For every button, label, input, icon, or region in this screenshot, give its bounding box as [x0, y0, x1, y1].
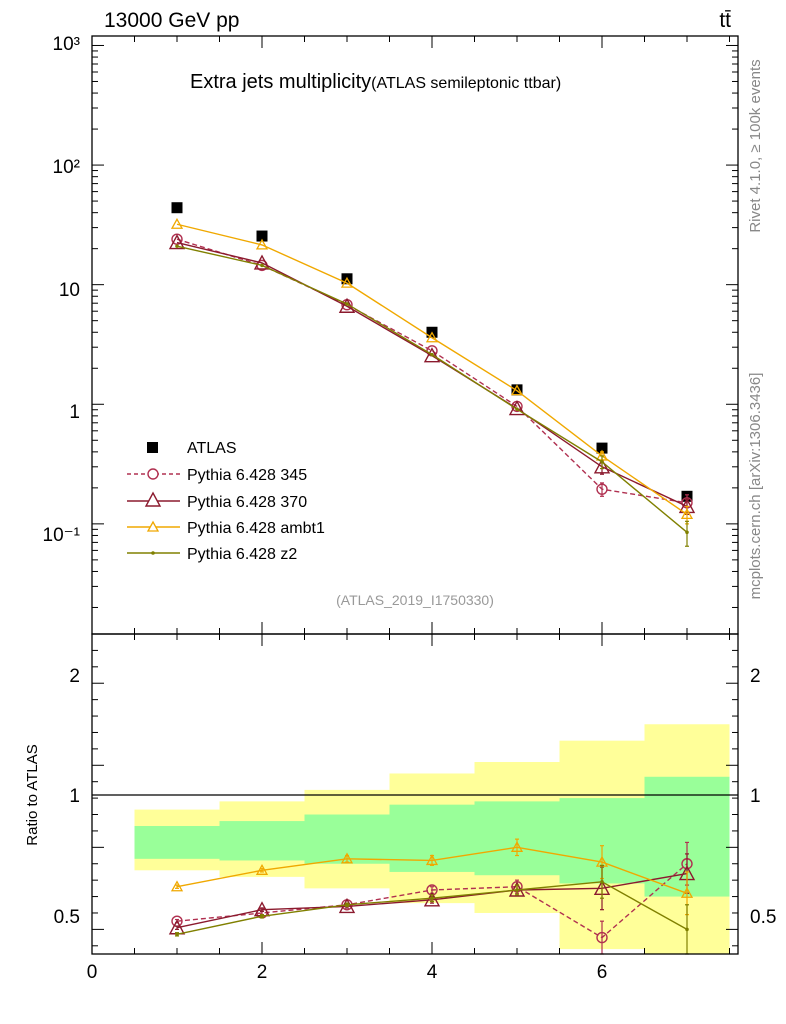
main-series-group [168, 202, 696, 547]
ratio-frame [91, 633, 739, 955]
main-point-pythia-6-428-ambt1 [255, 238, 269, 250]
main-ytick-label: 1 [69, 402, 80, 423]
ratio-point-pythia-6-428-z2 [685, 927, 689, 932]
main-point-pythia-6-428-370 [508, 400, 526, 416]
ratio-point-pythia-6-428-z2 [175, 932, 179, 937]
main-point-atlas [256, 230, 268, 242]
main-point-pythia-6-428-ambt1 [510, 384, 524, 396]
ratio-point-pythia-6-428-z2 [345, 902, 349, 907]
legend-label: Pythia 6.428 z2 [187, 546, 297, 563]
main-ytick-label: 10⁻¹ [43, 525, 81, 546]
rivet-version-label: Rivet 4.1.0, ≥ 100k events [747, 59, 764, 232]
ratio-band-inner [219, 821, 305, 861]
ratio-xtick-label: 4 [427, 962, 438, 983]
main-point-pythia-6-428-z2 [515, 407, 519, 411]
ratio-point-pythia-6-428-z2 [260, 914, 264, 919]
main-panel: Extra jets multiplicity(ATLAS semilepton… [43, 34, 739, 635]
ratio-ytick-label: 0.5 [54, 907, 80, 928]
ratio-point-pythia-6-428-z2 [515, 888, 519, 892]
legend-entry-z2: Pythia 6.428 z2 [127, 546, 297, 563]
main-axis-ticks [91, 36, 738, 634]
legend-entry-p370: Pythia 6.428 370 [127, 491, 307, 511]
legend-label: Pythia 6.428 345 [187, 467, 307, 484]
legend-entry-atlas: ATLAS [147, 440, 237, 457]
header-right: tt̄ [719, 9, 731, 32]
main-point-pythia-6-428-ambt1 [425, 331, 439, 343]
ratio-ytick-label-right: 1 [750, 786, 761, 807]
ratio-point-pythia-6-428-ambt1 [255, 863, 269, 875]
legend: ATLAS Pythia 6.428 345 Pythia 6.428 370 … [127, 440, 325, 563]
main-ytick-label: 10³ [53, 34, 80, 55]
legend-marker-ambt1 [146, 520, 160, 532]
legend-label: Pythia 6.428 ambt1 [187, 520, 325, 537]
ratio-ylabel: Ratio to ATLAS [24, 744, 41, 845]
legend-label: ATLAS [187, 440, 237, 457]
ratio-point-pythia-6-428-ambt1 [170, 880, 184, 892]
ratio-axis-ticks [91, 634, 738, 954]
main-title: Extra jets multiplicity(ATLAS semilepton… [190, 71, 561, 93]
legend-marker-atlas [147, 442, 158, 453]
ratio-ytick-label-right: 0.5 [750, 907, 776, 928]
legend-entry-ambt1: Pythia 6.428 ambt1 [127, 520, 325, 537]
main-point-pythia-6-428-z2 [430, 352, 434, 357]
legend-entry-p345: Pythia 6.428 345 [127, 467, 307, 484]
main-subtitle-text: (ATLAS semileptonic ttbar) [371, 75, 561, 92]
main-point-atlas [171, 202, 183, 214]
ratio-point-pythia-6-428-370 [423, 891, 441, 907]
ratio-point-pythia-6-428-ambt1 [680, 886, 694, 898]
main-point-pythia-6-428-370 [253, 254, 271, 270]
ratio-point-pythia-6-428-z2 [600, 879, 604, 884]
main-line-pythia-6-428-345 [176, 238, 688, 504]
ratio-ytick-label-right: 2 [750, 666, 761, 687]
main-ytick-label: 10² [53, 157, 80, 178]
legend-marker-p345 [147, 468, 159, 480]
legend-marker-z2 [151, 551, 155, 555]
ratio-series-pythia-6-428-ambt1 [170, 838, 694, 916]
ratio-ytick-label: 2 [69, 666, 80, 687]
ratio-uncertainty-bands [134, 724, 730, 954]
main-point-pythia-6-428-ambt1 [680, 508, 694, 520]
ratio-point-pythia-6-428-ambt1 [510, 840, 524, 852]
main-point-pythia-6-428-ambt1 [340, 276, 354, 288]
ratio-xtick-label: 6 [597, 962, 608, 983]
legend-marker-p370 [144, 491, 162, 507]
ratio-series-group [168, 838, 696, 955]
ratio-panel: 2 1 0.5 2 1 0.5 0 2 4 6 Ratio to ATLAS [24, 633, 776, 983]
main-point-pythia-6-428-370 [423, 347, 441, 363]
header-left: 13000 GeV pp [104, 9, 239, 32]
mcplots-label: mcplots.cern.ch [arXiv:1306.3436] [747, 373, 764, 600]
ratio-point-pythia-6-428-ambt1 [425, 854, 439, 866]
ratio-point-pythia-6-428-ambt1 [340, 852, 354, 864]
main-title-text: Extra jets multiplicity [190, 71, 371, 93]
main-point-pythia-6-428-345 [596, 483, 608, 495]
main-series-atlas [171, 202, 693, 502]
main-point-pythia-6-428-ambt1 [170, 217, 184, 229]
ratio-xtick-label: 2 [257, 962, 268, 983]
main-point-atlas [596, 442, 608, 454]
main-point-pythia-6-428-370 [168, 234, 186, 250]
ratio-ytick-label: 1 [69, 786, 80, 807]
main-ytick-label: 10 [59, 280, 80, 301]
ratio-point-pythia-6-428-345 [596, 931, 608, 944]
legend-label: Pythia 6.428 370 [187, 494, 307, 511]
main-point-pythia-6-428-370 [593, 458, 611, 474]
main-point-pythia-6-428-z2 [345, 302, 349, 306]
main-point-pythia-6-428-z2 [685, 530, 689, 535]
watermark-label: (ATLAS_2019_I1750330) [336, 592, 494, 608]
ratio-point-pythia-6-428-z2 [430, 896, 434, 901]
main-series-pythia-6-428-z2 [175, 244, 689, 547]
ratio-xtick-label: 0 [87, 962, 98, 983]
main-point-pythia-6-428-z2 [175, 244, 179, 248]
ratio-band-inner [474, 801, 560, 876]
ratio-series-pythia-6-428-z2 [175, 864, 689, 955]
main-frame [91, 35, 739, 635]
main-line-pythia-6-428-z2 [176, 245, 688, 533]
main-point-pythia-6-428-z2 [260, 263, 264, 268]
ratio-band-inner [134, 826, 220, 859]
main-point-pythia-6-428-z2 [600, 460, 604, 464]
